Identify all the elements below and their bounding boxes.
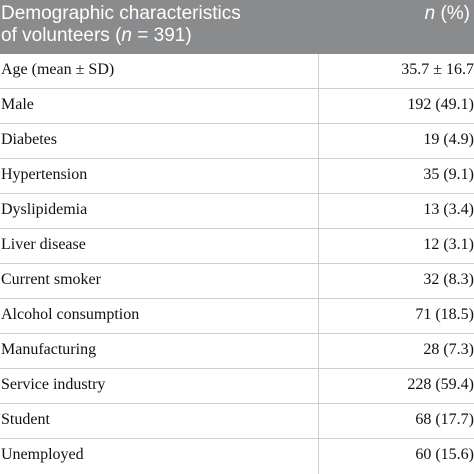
table-row: Current smoker 32 (8.3) — [0, 264, 474, 299]
row-value: 28 (7.3) — [423, 341, 474, 358]
row-value: 71 (18.5) — [415, 306, 474, 323]
column-divider — [318, 54, 319, 474]
table-row: Manufacturing 28 (7.3) — [0, 334, 474, 369]
table-row: Liver disease 12 (3.1) — [0, 229, 474, 264]
table-row: Student 68 (17.7) — [0, 404, 474, 439]
header-characteristics: Demographic characteristics of volunteer… — [1, 3, 311, 47]
row-label: Hypertension — [1, 166, 88, 183]
row-value: 60 (15.6) — [415, 446, 474, 463]
header-line-2-pre: of volunteers ( — [1, 25, 122, 46]
row-value: 19 (4.9) — [423, 131, 474, 148]
row-value: 13 (3.4) — [423, 201, 474, 218]
row-label: Current smoker — [1, 271, 101, 288]
table-row: Unemployed 60 (15.6) — [0, 439, 474, 474]
row-value: 192 (49.1) — [407, 96, 474, 113]
row-value: 68 (17.7) — [415, 411, 474, 428]
table-row: Alcohol consumption 71 (18.5) — [0, 299, 474, 334]
row-label: Age (mean ± SD) — [1, 61, 115, 78]
table-row: Service industry 228 (59.4) — [0, 369, 474, 404]
header-n-percent: n (%) — [425, 3, 470, 25]
row-value: 35.7 ± 16.7 — [401, 61, 474, 78]
row-value: 12 (3.1) — [423, 236, 474, 253]
table-header: Demographic characteristics of volunteer… — [0, 0, 474, 54]
row-label: Diabetes — [1, 131, 57, 148]
header-line-1: Demographic characteristics — [1, 3, 241, 24]
table-row: Hypertension 35 (9.1) — [0, 159, 474, 194]
header-percent: (%) — [435, 3, 470, 24]
row-value: 228 (59.4) — [407, 376, 474, 393]
table-row: Dyslipidemia 13 (3.4) — [0, 194, 474, 229]
row-label: Dyslipidemia — [1, 201, 88, 218]
table-row: Diabetes 19 (4.9) — [0, 124, 474, 159]
row-label: Liver disease — [1, 236, 86, 253]
row-label: Alcohol consumption — [1, 306, 140, 323]
header-line-2: of volunteers (n = 391) — [1, 25, 311, 47]
row-label: Student — [1, 411, 50, 428]
table-row: Male 192 (49.1) — [0, 89, 474, 124]
row-label: Manufacturing — [1, 341, 97, 358]
row-value: 35 (9.1) — [423, 166, 474, 183]
header-line-2-n: n — [121, 25, 132, 46]
header-n: n — [424, 3, 436, 24]
table-row: Age (mean ± SD) 35.7 ± 16.7 — [0, 54, 474, 89]
row-label: Service industry — [1, 376, 106, 393]
header-line-2-post: = 391) — [131, 25, 192, 46]
row-label: Unemployed — [1, 446, 84, 463]
row-value: 32 (8.3) — [423, 271, 474, 288]
row-label: Male — [1, 96, 34, 113]
